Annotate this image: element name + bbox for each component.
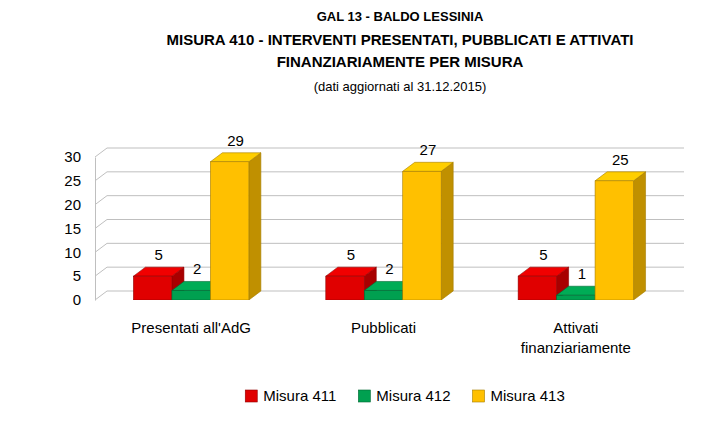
title: GAL 13 - BALDO LESSINIA [317,9,484,24]
tick-label: 10 [64,244,81,261]
data-label: 2 [193,260,201,277]
text-line: Pubblicati [351,319,416,336]
legend-item: Misura 411 [245,387,336,404]
data-label: 5 [539,246,547,263]
bar [326,276,364,300]
bar-3d [595,172,645,300]
bar-top [403,162,453,171]
bars [133,153,645,300]
data-label: 29 [227,132,244,149]
tick-label: 5 [73,267,81,284]
y-axis: 0 5 10 15 20 25 30 [64,148,95,308]
category-label: Presentati all'AdG [131,319,251,336]
bar [595,181,633,300]
bar [364,290,402,300]
bar-top [595,172,645,181]
tick-label: 0 [73,291,81,308]
text-line: Attivati [553,319,598,336]
bar [172,290,210,300]
legend-swatch [358,390,370,402]
bar-top [518,267,568,276]
tick-label: 25 [64,172,81,189]
data-label: 5 [155,246,163,263]
category-label: Attivati finanziariamente [521,319,631,356]
legend-swatch [245,390,257,402]
legend-swatch [473,390,485,402]
bar [210,162,248,300]
bar-side [634,172,646,300]
bar [518,276,556,300]
bar [133,276,171,300]
text-line: MISURA 410 - INTERVENTI PRESENTATI, PUBB… [167,31,634,48]
legend-label: Misura 413 [491,387,565,404]
tick: 5 [73,267,95,284]
grid-line [95,172,684,181]
bar-3d [403,162,453,300]
tick-label: 15 [64,220,81,237]
legend-item: Misura 412 [358,387,450,404]
grid [95,148,684,300]
legend: Misura 411 Misura 412 Misura 413 [245,387,565,404]
tick: 10 [64,244,95,261]
data-label: 2 [385,260,393,277]
text-line: finanziariamente [521,339,631,356]
bar [557,295,595,300]
tick-label: 20 [64,196,81,213]
data-labels: 5 2 29 5 2 27 5 1 25 [155,132,629,282]
bar-top [210,153,260,162]
annotation: (dati aggiornati al 31.12.2015) [314,79,487,94]
bar [403,171,441,300]
data-label: 5 [347,246,355,263]
axis-line [95,158,96,301]
bar-side [249,153,261,300]
data-label: 25 [612,151,629,168]
text-line: FINANZIARIAMENTE PER MISURA [277,53,524,70]
tick: 30 [64,148,95,165]
legend-item: Misura 413 [473,387,565,404]
text-line: Presentati all'AdG [131,319,251,336]
bar-top [133,267,183,276]
data-label: 27 [420,141,437,158]
chart: GAL 13 - BALDO LESSINIA MISURA 410 - INTE… [0,0,725,426]
subtitle: MISURA 410 - INTERVENTI PRESENTATI, PUBB… [167,31,634,70]
bar-top [326,267,376,276]
tick: 20 [64,196,95,213]
legend-label: Misura 411 [263,387,336,404]
legend-label: Misura 412 [376,387,450,404]
tick-label: 30 [64,148,81,165]
bar-3d [210,153,260,300]
category-label: Pubblicati [351,319,416,336]
grid-line [95,148,684,157]
x-axis-labels: Presentati all'AdG Pubblicati Attivati fina… [131,319,630,356]
bar-side [441,162,453,300]
tick: 0 [73,291,95,308]
tick: 25 [64,172,95,189]
data-label: 1 [578,265,586,282]
tick: 15 [64,220,95,237]
